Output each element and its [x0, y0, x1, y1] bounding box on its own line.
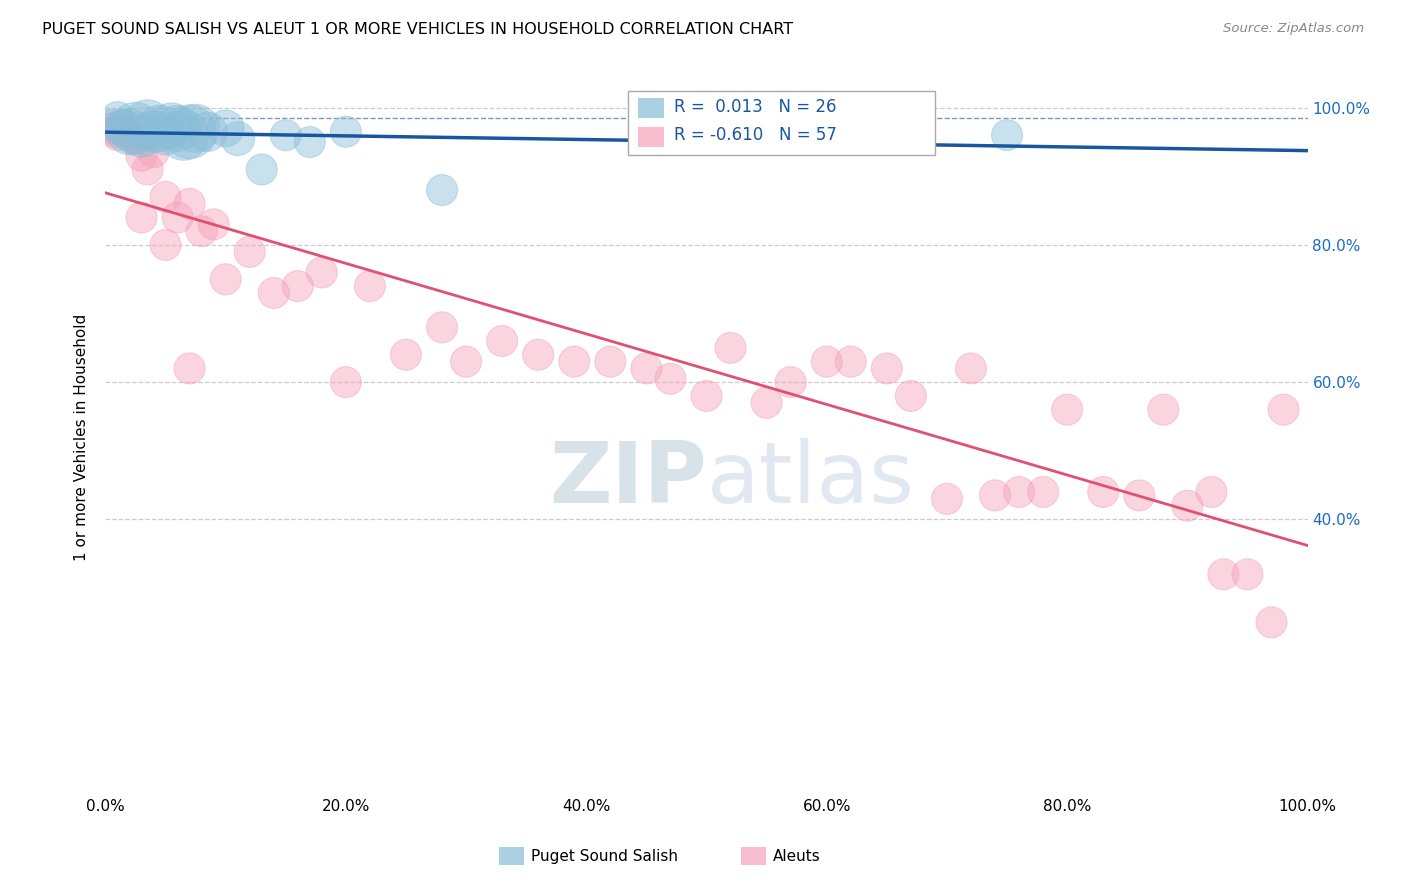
Point	[1236, 567, 1258, 582]
Point	[1201, 485, 1223, 500]
Point	[815, 354, 838, 368]
Point	[1128, 488, 1150, 502]
Point	[995, 128, 1018, 143]
Point	[839, 354, 862, 368]
Point	[179, 196, 201, 211]
Bar	[638, 98, 665, 118]
Point	[239, 244, 262, 259]
Point	[155, 238, 177, 252]
Point	[1260, 615, 1282, 630]
Point	[114, 125, 136, 139]
Text: Aleuts: Aleuts	[773, 849, 821, 863]
FancyBboxPatch shape	[628, 91, 935, 155]
Point	[131, 128, 153, 143]
Point	[311, 265, 333, 279]
Y-axis label: 1 or more Vehicles in Household: 1 or more Vehicles in Household	[75, 313, 90, 561]
Point	[197, 125, 219, 139]
Text: PUGET SOUND SALISH VS ALEUT 1 OR MORE VEHICLES IN HOUSEHOLD CORRELATION CHART: PUGET SOUND SALISH VS ALEUT 1 OR MORE VE…	[42, 22, 793, 37]
Point	[142, 125, 165, 139]
Point	[779, 375, 801, 389]
Point	[1032, 485, 1054, 500]
Point	[755, 396, 778, 410]
Point	[131, 149, 153, 163]
Point	[118, 125, 141, 139]
Point	[335, 125, 357, 139]
Point	[104, 125, 127, 139]
Point	[155, 190, 177, 204]
Point	[636, 125, 658, 139]
Point	[124, 131, 146, 145]
Point	[107, 111, 129, 125]
Point	[100, 121, 122, 136]
Point	[562, 354, 585, 368]
Point	[112, 121, 135, 136]
Point	[936, 491, 959, 506]
Point	[527, 348, 550, 362]
Text: atlas: atlas	[707, 438, 914, 522]
Point	[107, 128, 129, 143]
Point	[636, 361, 658, 376]
Point	[430, 320, 453, 334]
Point	[173, 128, 195, 143]
Point	[430, 183, 453, 197]
Point	[263, 285, 285, 300]
Point	[250, 162, 273, 177]
Bar	[638, 127, 665, 146]
Point	[1272, 402, 1295, 417]
Point	[1008, 485, 1031, 500]
Point	[184, 121, 207, 136]
Text: ZIP: ZIP	[548, 438, 707, 522]
Point	[984, 488, 1007, 502]
Point	[900, 389, 922, 403]
Point	[359, 279, 381, 293]
Point	[720, 341, 742, 355]
Point	[166, 211, 188, 225]
Point	[155, 128, 177, 143]
Text: R = -0.610   N = 57: R = -0.610 N = 57	[673, 127, 837, 145]
Text: R =  0.013   N = 26: R = 0.013 N = 26	[673, 98, 837, 116]
Point	[118, 128, 141, 143]
Point	[1056, 402, 1078, 417]
Point	[395, 348, 418, 362]
Point	[148, 121, 170, 136]
Point	[166, 121, 188, 136]
Point	[110, 118, 132, 132]
Point	[960, 361, 983, 376]
Point	[179, 361, 201, 376]
Point	[124, 121, 146, 136]
Point	[298, 135, 321, 149]
Text: Puget Sound Salish: Puget Sound Salish	[531, 849, 679, 863]
Point	[179, 125, 201, 139]
Point	[131, 211, 153, 225]
Point	[876, 361, 898, 376]
Point	[659, 372, 682, 386]
Point	[100, 118, 122, 132]
Point	[214, 272, 236, 286]
Text: Source: ZipAtlas.com: Source: ZipAtlas.com	[1223, 22, 1364, 36]
Point	[136, 162, 159, 177]
Point	[1152, 402, 1174, 417]
Point	[142, 145, 165, 160]
Point	[274, 128, 297, 143]
Point	[226, 131, 249, 145]
Point	[852, 128, 875, 143]
Point	[1212, 567, 1234, 582]
Point	[214, 121, 236, 136]
Point	[190, 224, 212, 238]
Point	[202, 218, 225, 232]
Point	[160, 118, 183, 132]
Point	[454, 354, 477, 368]
Point	[491, 334, 513, 348]
Point	[287, 279, 309, 293]
Point	[1092, 485, 1115, 500]
Point	[335, 375, 357, 389]
Point	[1175, 499, 1198, 513]
Point	[136, 118, 159, 132]
Point	[696, 389, 718, 403]
Point	[599, 354, 621, 368]
